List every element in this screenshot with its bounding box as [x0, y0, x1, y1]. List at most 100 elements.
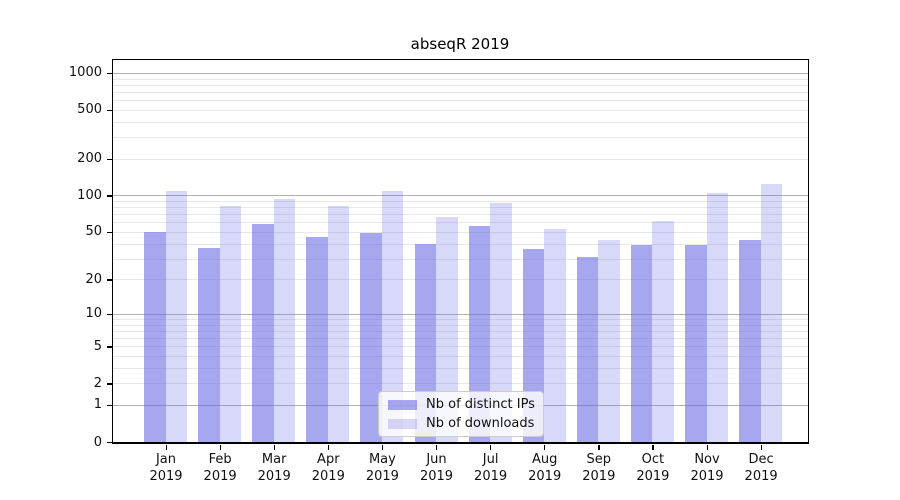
x-tick-label: Jun 2019: [402, 451, 472, 485]
y-axis-tick: [107, 442, 112, 444]
x-tick-label-year: 2019: [257, 469, 291, 484]
x-axis-tick: [381, 444, 384, 450]
x-axis-tick: [273, 444, 275, 450]
plot-area: [112, 59, 809, 444]
x-tick-label-year: 2019: [149, 469, 183, 484]
bar-downloads-jan: [165, 190, 187, 442]
x-tick-label: Sep 2019: [564, 451, 634, 485]
legend: Nb of distinct IPs Nb of downloads: [378, 391, 544, 437]
gridline-minor: [113, 121, 808, 123]
x-axis-tick: [544, 444, 546, 450]
legend-swatch-distinct-ips: [388, 399, 417, 410]
bar-downloads-mar: [273, 199, 296, 442]
bar-distinct-ips-jul: [468, 226, 491, 442]
gridline-major: [113, 72, 808, 74]
x-axis-tick: [706, 444, 708, 450]
x-tick-label-month: Dec: [748, 452, 774, 467]
x-tick-label-year: 2019: [203, 469, 237, 484]
x-tick-label-month: Jun: [426, 452, 447, 467]
x-tick-label-year: 2019: [582, 469, 616, 484]
x-axis-tick: [219, 444, 221, 450]
bar-distinct-ips-sep: [576, 256, 599, 442]
x-axis-tick: [652, 444, 654, 450]
x-tick-label-year: 2019: [419, 469, 454, 484]
gridline-major: [113, 195, 808, 197]
y-tick-label: 5: [93, 338, 102, 354]
x-tick-label-year: 2019: [474, 469, 508, 484]
y-tick-label: 200: [77, 151, 102, 167]
y-tick-label: 50: [85, 224, 102, 240]
y-tick-label: 20: [85, 271, 102, 287]
x-tick-label: Apr 2019: [293, 451, 363, 485]
x-axis-tick: [327, 444, 330, 450]
y-axis-tick: [107, 404, 112, 407]
y-tick-label: 2: [93, 375, 102, 391]
gridline-minor: [113, 78, 808, 80]
x-tick-label: Oct 2019: [618, 451, 688, 485]
legend-swatch-downloads: [388, 418, 417, 429]
x-tick-label-month: Aug: [531, 452, 558, 467]
gridline-minor: [113, 91, 808, 93]
x-tick-label: Nov 2019: [672, 451, 742, 485]
legend-label-downloads: Nb of downloads: [426, 416, 535, 431]
bar-distinct-ips-apr: [306, 237, 328, 442]
x-axis-tick: [436, 444, 438, 450]
x-tick-label: May 2019: [347, 451, 417, 485]
x-tick-label-month: Sep: [586, 452, 612, 467]
gridline-minor: [113, 231, 808, 233]
y-axis-tick: [107, 313, 112, 316]
x-tick-label-month: Feb: [208, 452, 232, 467]
gridline-minor: [113, 158, 808, 160]
y-tick-label: 0: [93, 434, 102, 450]
x-tick-label-year: 2019: [311, 469, 345, 484]
x-tick-label-year: 2019: [636, 469, 670, 484]
bar-downloads-apr: [327, 205, 350, 442]
bar-downloads-dec: [760, 184, 783, 442]
legend-item-downloads: Nb of downloads: [388, 416, 534, 431]
x-tick-label-year: 2019: [528, 469, 562, 484]
bar-distinct-ips-feb: [198, 247, 220, 442]
x-tick-label-year: 2019: [744, 469, 778, 484]
bar-downloads-nov: [706, 192, 728, 442]
gridline-minor: [113, 137, 808, 139]
gridline-minor: [113, 201, 808, 203]
y-axis-tick: [107, 383, 112, 385]
x-axis-tick: [165, 444, 167, 450]
bar-distinct-ips-dec: [739, 239, 761, 442]
y-axis-tick: [107, 109, 112, 112]
x-axis-tick: [760, 444, 762, 450]
chart-title: abseqR 2019: [410, 35, 510, 53]
x-tick-label-year: 2019: [365, 469, 399, 484]
y-axis-tick: [107, 346, 112, 348]
x-tick-label-month: Jul: [482, 452, 499, 467]
bar-downloads-jul: [490, 203, 512, 442]
gridline-minor: [113, 100, 808, 102]
bar-downloads-feb: [219, 205, 242, 442]
legend-label-distinct-ips: Nb of distinct IPs: [426, 397, 535, 412]
bar-distinct-ips-oct: [630, 244, 653, 442]
bar-downloads-sep: [598, 239, 620, 442]
x-tick-label-month: Nov: [694, 452, 720, 467]
y-axis-tick: [107, 231, 112, 234]
gridline-minor: [113, 84, 808, 86]
gridline-minor: [113, 207, 808, 209]
x-tick-label-month: Oct: [641, 452, 665, 467]
x-axis-tick: [490, 444, 492, 450]
x-tick-label: Aug 2019: [510, 451, 580, 485]
x-tick-label: Jul 2019: [456, 451, 526, 485]
y-tick-label: 500: [77, 102, 102, 118]
gridline-minor: [113, 214, 808, 216]
y-axis-tick: [107, 72, 112, 75]
y-tick-label: 1: [93, 397, 102, 413]
legend-item-distinct-ips: Nb of distinct IPs: [388, 397, 535, 412]
x-tick-label: Jan 2019: [131, 451, 201, 485]
y-tick-label: 1000: [68, 65, 102, 81]
x-tick-label-year: 2019: [690, 469, 724, 484]
bar-distinct-ips-mar: [252, 224, 274, 442]
x-tick-label: Mar 2019: [239, 451, 309, 485]
gridline-minor: [113, 109, 808, 111]
bar-downloads-may: [381, 190, 404, 442]
x-axis-tick: [598, 444, 600, 450]
y-tick-label: 100: [77, 187, 102, 203]
